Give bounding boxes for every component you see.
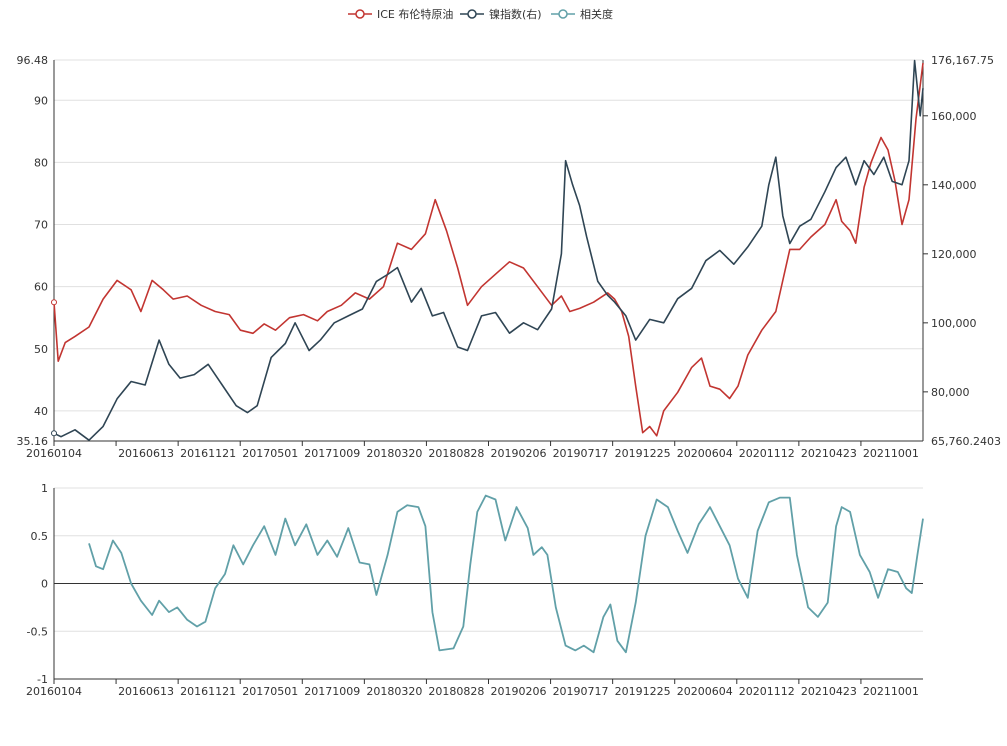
tick-labels: 40 50 60 70 80 90 96.48 35.16 80,000 100,000 120,0…: [17, 54, 1001, 698]
top-x-tick-label: 20171009: [304, 447, 360, 460]
left-tick-label: 80: [34, 156, 48, 169]
series-lines: [51, 59, 924, 654]
top-x-tick-label: 20211001: [863, 447, 919, 460]
legend-marker-icon: [558, 9, 568, 19]
correlation-line: [88, 494, 924, 654]
bottom-x-tick-label: 20170501: [242, 685, 298, 698]
right-min-label: 65,760.2403: [931, 435, 1001, 448]
legend-label-0: ICE 布伦特原油: [377, 7, 453, 21]
series-start-point-1: [51, 430, 57, 437]
top-x-tick-label: 20180828: [428, 447, 484, 460]
legend-marker-icon: [467, 9, 477, 19]
top-x-tick-label: 20180320: [366, 447, 422, 460]
top-x-tick-label: 20160613: [118, 447, 174, 460]
bottom-x-tick-label: 20161121: [180, 685, 236, 698]
series-line-1: [53, 59, 924, 442]
bottom-x-tick-label: 20180828: [428, 685, 484, 698]
bottom-x-tick-label: 20191225: [615, 685, 671, 698]
axes: [53, 60, 928, 684]
left-tick-label: 60: [34, 281, 48, 294]
right-tick-label: 140,000: [931, 179, 977, 192]
bottom-y-tick-label: 0.5: [31, 530, 49, 543]
bottom-y-tick-label: -0.5: [27, 625, 48, 638]
bottom-x-tick-label: 20201112: [739, 685, 795, 698]
bottom-y-tick-label: 1: [41, 482, 48, 495]
top-chart-grid: [54, 59, 923, 412]
series-line-0: [53, 62, 924, 437]
left-tick-label: 90: [34, 94, 48, 107]
legend-marker-icon: [355, 9, 365, 19]
bottom-x-tick-label: 20190206: [491, 685, 547, 698]
series-start-point-0: [51, 299, 57, 306]
legend-label-1: 镍指数(右): [489, 7, 542, 21]
top-x-tick-label: 20161121: [180, 447, 236, 460]
top-x-tick-label: 20170501: [242, 447, 298, 460]
legend-item-1[interactable]: 镍指数(右): [460, 7, 542, 21]
right-max-label: 176,167.75: [931, 54, 994, 67]
bottom-x-tick-label: 20180320: [366, 685, 422, 698]
top-x-tick-label: 20191225: [615, 447, 671, 460]
bottom-x-tick-label: 20190717: [553, 685, 609, 698]
right-tick-label: 160,000: [931, 110, 977, 123]
legend-item-2[interactable]: 相关度: [551, 7, 613, 21]
top-x-tick-label: 20201112: [739, 447, 795, 460]
left-tick-label: 50: [34, 343, 48, 356]
right-tick-label: 100,000: [931, 317, 977, 330]
bottom-x-tick-label: 20171009: [304, 685, 360, 698]
left-min-label: 35.16: [17, 435, 49, 448]
top-x-tick-label: 20190717: [553, 447, 609, 460]
top-x-tick-label: 20210423: [801, 447, 857, 460]
bottom-x-tick-label: 20160104: [26, 685, 82, 698]
top-x-tick-label: 20190206: [491, 447, 547, 460]
right-tick-label: 80,000: [931, 386, 970, 399]
left-tick-label: 70: [34, 219, 48, 232]
bottom-x-tick-label: 20160613: [118, 685, 174, 698]
right-tick-label: 120,000: [931, 248, 977, 261]
left-max-label: 96.48: [17, 54, 49, 67]
left-tick-label: 40: [34, 405, 48, 418]
bottom-x-tick-label: 20200604: [677, 685, 733, 698]
bottom-x-tick-label: 20210423: [801, 685, 857, 698]
bottom-y-tick-label: -1: [37, 673, 48, 686]
legend[interactable]: ICE 布伦特原油 镍指数(右) 相关度: [348, 7, 613, 21]
bottom-x-tick-label: 20211001: [863, 685, 919, 698]
top-x-tick-label: 20200604: [677, 447, 733, 460]
legend-item-0[interactable]: ICE 布伦特原油: [348, 7, 453, 21]
legend-label-2: 相关度: [580, 7, 613, 21]
top-x-tick-label: 20160104: [26, 447, 82, 460]
bottom-y-tick-label: 0: [41, 578, 48, 591]
